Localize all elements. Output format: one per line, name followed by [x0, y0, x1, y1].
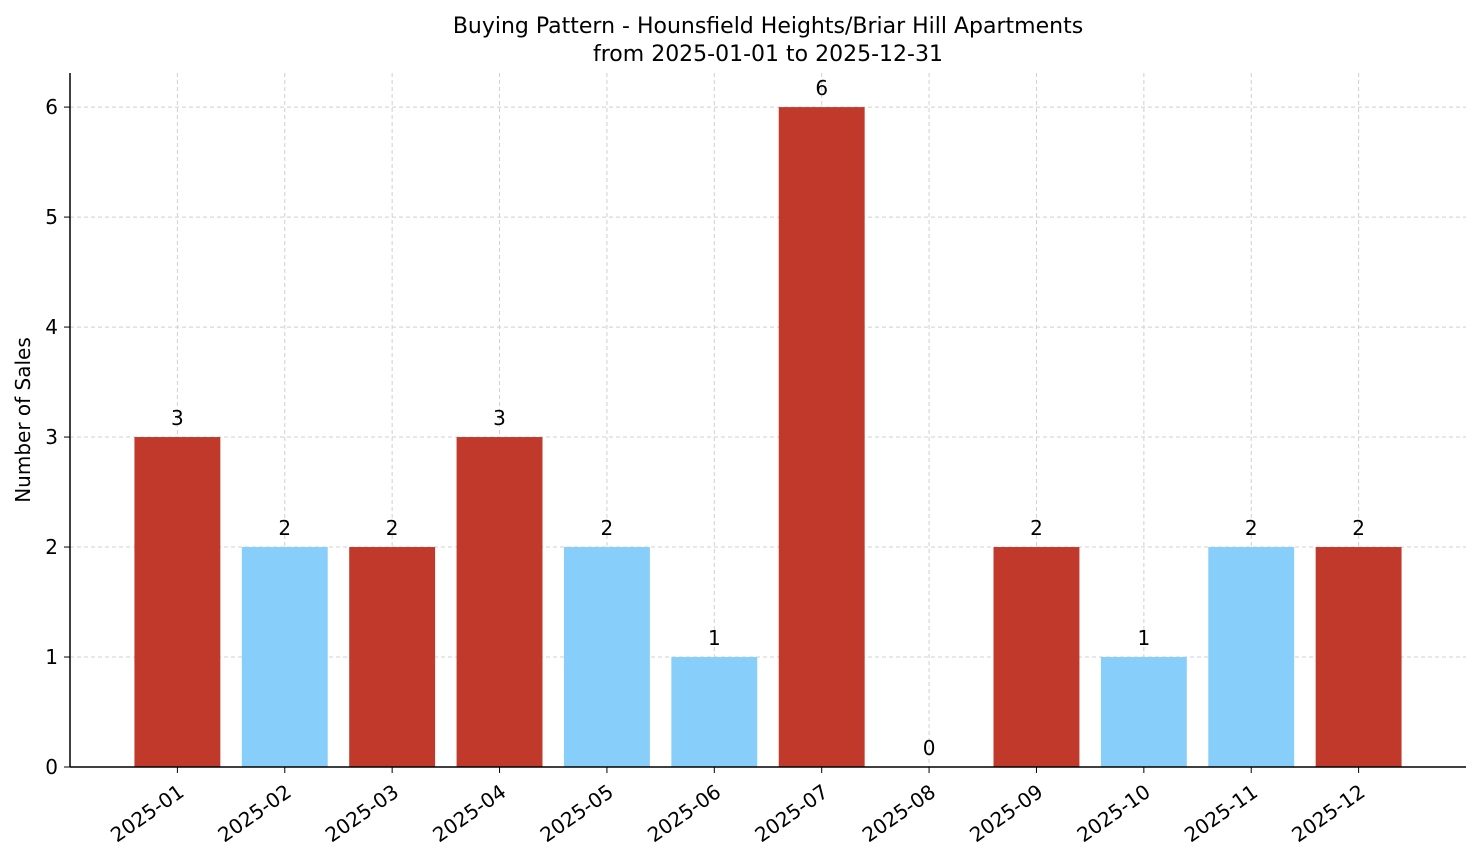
data-label: 2: [1030, 516, 1043, 540]
x-tick-label: 2025-06: [643, 779, 725, 847]
x-tick-label: 2025-04: [428, 779, 510, 847]
data-label: 2: [1352, 516, 1365, 540]
data-label: 1: [1137, 626, 1150, 650]
y-tick-label: 2: [45, 535, 58, 559]
bar: [349, 547, 436, 767]
bar: [456, 437, 543, 767]
x-tick-label: 2025-08: [858, 779, 940, 847]
x-tick-label: 2025-11: [1180, 779, 1262, 847]
y-tick-label: 5: [45, 205, 58, 229]
bar: [134, 437, 221, 767]
bar: [778, 107, 865, 767]
data-label: 6: [815, 76, 828, 100]
bar: [671, 657, 758, 767]
y-axis-label: Number of Sales: [11, 337, 35, 503]
bar: [1100, 657, 1187, 767]
data-label: 1: [708, 626, 721, 650]
x-tick-label: 2025-09: [965, 779, 1047, 847]
y-tick-label: 1: [45, 645, 58, 669]
data-label: 3: [493, 406, 506, 430]
y-tick-label: 4: [45, 315, 58, 339]
x-tick-label: 2025-02: [213, 779, 295, 847]
x-tick-label: 2025-12: [1287, 779, 1369, 847]
x-tick-label: 2025-05: [536, 779, 618, 847]
data-label: 2: [1245, 516, 1258, 540]
data-label: 2: [386, 516, 399, 540]
chart-subtitle: from 2025-01-01 to 2025-12-31: [593, 42, 943, 67]
x-tick-label: 2025-07: [750, 779, 832, 847]
data-label: 2: [601, 516, 614, 540]
y-tick-label: 6: [45, 95, 58, 119]
data-label: 3: [171, 406, 184, 430]
x-tick-label: 2025-10: [1072, 779, 1154, 847]
data-label: 2: [278, 516, 291, 540]
x-tick-label: 2025-01: [106, 779, 188, 847]
x-tick-label: 2025-03: [321, 779, 403, 847]
data-label: 0: [923, 736, 936, 760]
bar: [241, 547, 328, 767]
bar: [563, 547, 650, 767]
y-tick-label: 3: [45, 425, 58, 449]
y-tick-label: 0: [45, 755, 58, 779]
bar: [1315, 547, 1402, 767]
bar: [1208, 547, 1295, 767]
chart-title: Buying Pattern - Hounsfield Heights/Bria…: [453, 14, 1083, 39]
bar: [993, 547, 1080, 767]
